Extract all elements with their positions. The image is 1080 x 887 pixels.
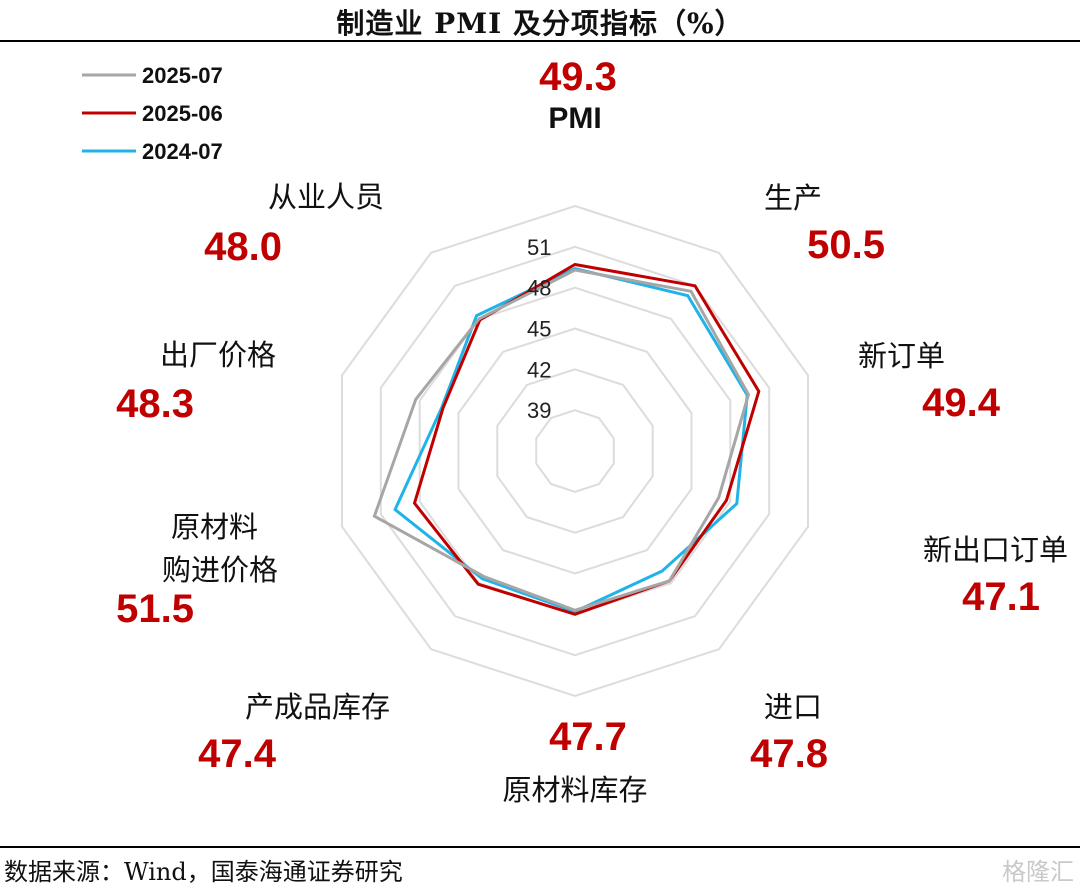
tick-label-0: 39: [527, 398, 551, 423]
grid-ring-4: [379, 245, 771, 657]
category-value-4: 47.8: [750, 732, 828, 776]
category-value-3: 47.1: [962, 575, 1040, 619]
category-value-6: 47.4: [198, 732, 277, 776]
category-value-2: 49.4: [922, 381, 1001, 425]
category-value-0: 49.3: [539, 55, 617, 99]
footer-rule: [0, 846, 1080, 848]
radar-grid: [341, 204, 809, 698]
grid-ring-0: [535, 409, 615, 493]
series-line-2025-06: [412, 262, 761, 616]
category-label-2: 新订单: [858, 339, 945, 373]
category-label-4: 进口: [764, 690, 822, 724]
category-label-5: 原材料库存: [502, 773, 647, 807]
tick-label-2: 45: [527, 317, 551, 342]
series-line-2024-07: [393, 267, 749, 614]
category-value-7: 51.5: [116, 587, 194, 631]
category-value-5: 47.7: [549, 715, 627, 759]
watermark-logo: 格隆汇: [1002, 858, 1074, 886]
category-label-9: 从业人员: [268, 180, 384, 214]
grid-ring-2: [457, 327, 693, 575]
grid-ring-5: [341, 204, 809, 698]
category-label-0: PMI: [548, 102, 601, 135]
series-line-2025-07: [372, 268, 751, 612]
category-label-8: 出厂价格: [160, 338, 276, 372]
grid-ring-1: [496, 368, 654, 534]
source-note: 数据来源：Wind，国泰海通证券研究: [4, 858, 403, 886]
tick-label-3: 48: [527, 276, 551, 301]
title-rule: [0, 40, 1080, 42]
tick-label-1: 42: [527, 357, 551, 382]
category-label-1: 生产: [764, 181, 822, 215]
legend-label-2025-06: 2025-06: [142, 101, 223, 126]
category-value-1: 50.5: [807, 223, 885, 267]
category-label-7-line-0: 原材料: [171, 510, 258, 544]
radar-tick-labels: 39 42 45 48 51: [527, 235, 551, 423]
legend: 2025-07 2025-06 2024-07: [82, 63, 223, 164]
category-label-3: 新出口订单: [923, 533, 1068, 567]
category-value-8: 48.3: [116, 382, 194, 426]
radar-series: [372, 262, 761, 616]
category-value-9: 48.0: [204, 225, 282, 269]
legend-label-2024-07: 2024-07: [142, 139, 223, 164]
legend-label-2025-07: 2025-07: [142, 63, 223, 88]
tick-label-4: 51: [527, 235, 551, 260]
chart-title: 制造业 PMI 及分项指标（%）: [336, 7, 744, 40]
category-label-7-line-1: 购进价格: [162, 553, 278, 587]
category-label-6: 产成品库存: [245, 690, 390, 724]
